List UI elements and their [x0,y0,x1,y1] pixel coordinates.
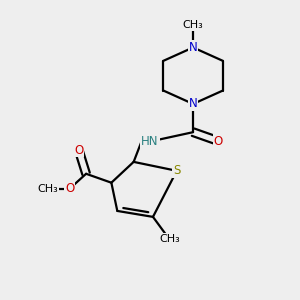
Text: N: N [189,41,197,54]
Text: HN: HN [141,135,159,148]
Text: O: O [214,135,223,148]
Text: S: S [173,164,180,177]
Text: CH₃: CH₃ [183,20,203,30]
Text: O: O [74,143,83,157]
Text: CH₃: CH₃ [37,184,58,194]
Text: O: O [65,182,74,195]
Text: CH₃: CH₃ [159,234,180,244]
Text: N: N [189,98,197,110]
